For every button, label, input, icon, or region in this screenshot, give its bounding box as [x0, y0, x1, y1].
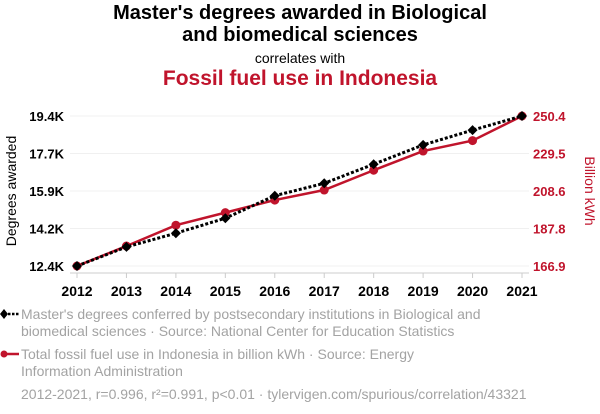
x-tick-label: 2012 — [61, 283, 92, 299]
legend-fossil-line-2: Information Administration — [21, 363, 183, 379]
fossil-fuel-line — [76, 114, 523, 268]
x-tick-label: 2020 — [457, 283, 488, 299]
x-tick-label: 2016 — [259, 283, 290, 299]
correlates-with-text: correlates with — [254, 50, 346, 66]
y-tick-label: 12.4K — [29, 259, 64, 274]
y-tick-label: 17.7K — [29, 147, 64, 162]
degrees-point — [517, 111, 527, 121]
fossil-fuel-point — [319, 185, 329, 195]
y-axis-label: Degrees awarded — [3, 136, 19, 247]
y2-tick-label: 187.8 — [533, 222, 566, 237]
legend-diamond-dotted-icon — [0, 309, 19, 319]
x-tick-label: 2021 — [506, 283, 537, 299]
y2-tick-label: 250.4 — [533, 109, 566, 124]
chart-title: Master's degrees awarded in Biological a… — [0, 2, 600, 46]
degrees-point — [72, 261, 82, 271]
degrees-point — [220, 213, 231, 224]
y2-tick-label: 166.9 — [533, 259, 566, 274]
chart-subtitle: Fossil fuel use in Indonesia — [162, 67, 438, 90]
legend-circle-line-icon — [0, 350, 19, 358]
legend-fossil-line-1: Total fossil fuel use in Indonesia in bi… — [21, 346, 414, 362]
x-tick-label: 2015 — [210, 283, 241, 299]
legend-item-degrees: Master's degrees conferred by postsecond… — [0, 306, 581, 340]
y-tick-label: 14.2K — [29, 222, 64, 237]
chart-title-line-2: and biomedical sciences — [182, 24, 418, 46]
legend-degrees-line-1: Master's degrees conferred by postsecond… — [21, 306, 481, 322]
fossil-fuel-point — [171, 220, 181, 230]
fossil-fuel-point — [369, 165, 379, 175]
y-tick-label: 19.4K — [29, 109, 64, 124]
x-tick-label: 2014 — [160, 283, 191, 299]
fossil-fuel-point — [468, 136, 478, 146]
legend-item-fossil-fuel: Total fossil fuel use in Indonesia in bi… — [0, 346, 581, 380]
y-tick-label: 15.9K — [29, 184, 64, 199]
x-tick-label: 2018 — [358, 283, 389, 299]
degrees-point — [170, 228, 181, 239]
degrees-point — [368, 159, 379, 170]
chart-title-line-1: Master's degrees awarded in Biological — [113, 2, 487, 24]
legend-degrees-line-2: biomedical sciences · Source: National C… — [21, 323, 455, 339]
y2-axis-label: Billion kWh — [582, 156, 598, 225]
degrees-line — [76, 114, 523, 268]
x-tick-label: 2017 — [309, 283, 340, 299]
fossil-fuel-point — [418, 146, 428, 156]
degrees-point — [121, 241, 132, 252]
y2-tick-label: 208.6 — [533, 184, 566, 199]
chart-plot: 12.4K 166.9 14.2K 187.8 15.9K 208.6 17.7K 229.5… — [3, 109, 598, 299]
degrees-point — [467, 125, 478, 136]
degrees-point — [319, 178, 330, 189]
degrees-point — [418, 139, 429, 150]
x-tick-label: 2013 — [111, 283, 142, 299]
y2-tick-label: 229.5 — [533, 147, 566, 162]
fossil-fuel-point — [220, 208, 230, 218]
x-tick-label: 2019 — [408, 283, 439, 299]
degrees-point — [269, 190, 280, 201]
stats-text: 2012-2021, r=0.996, r²=0.991, p<0.01 · t… — [21, 386, 527, 402]
